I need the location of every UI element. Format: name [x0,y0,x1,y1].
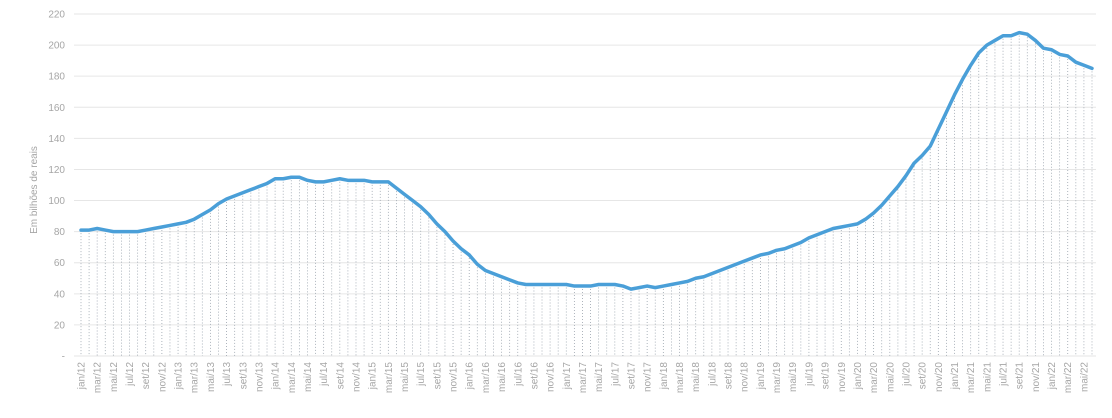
x-tick-label: jan/14 [271,362,282,391]
x-tick-label: jan/22 [1047,362,1058,391]
x-tick-label: nov/21 [1031,362,1042,392]
x-tick-label: mar/18 [675,362,686,394]
y-tick-label: 200 [48,41,65,52]
drop-lines [80,32,1093,356]
x-tick-label: set/21 [1015,362,1026,390]
x-tick-label: jan/20 [853,362,864,391]
x-tick-label: jan/17 [562,362,573,391]
x-axis-ticks: jan/12 mar/12 mai/12 jul/12 set/12 nov/12 jan/… [77,362,1091,394]
x-tick-label: jul/12 [125,362,136,387]
x-tick-label: mar/20 [869,362,880,394]
x-tick-label: mar/21 [966,362,977,394]
x-tick-label: nov/12 [157,362,168,392]
x-tick-label: nov/13 [254,362,265,392]
y-axis-label: Em bilhões de reais [29,146,40,234]
x-tick-label: nov/20 [934,362,945,392]
x-tick-label: set/18 [724,362,735,390]
x-tick-label: jul/17 [610,362,621,387]
x-tick-label: mar/22 [1063,362,1074,394]
x-tick-label: nov/15 [449,362,460,392]
x-tick-label: mar/13 [190,362,201,394]
x-tick-label: jan/18 [659,362,670,391]
x-tick-label: jul/18 [707,362,718,387]
x-tick-label: mai/15 [400,362,411,392]
y-tick-label: 20 [54,320,66,331]
x-tick-label: nov/17 [643,362,654,392]
x-tick-label: mar/14 [287,362,298,394]
y-tick-label: - [62,352,65,363]
x-tick-label: set/20 [918,362,929,390]
x-tick-label: mai/17 [594,362,605,392]
x-tick-label: mai/12 [109,362,120,392]
x-tick-label: mar/17 [578,362,589,394]
x-tick-label: set/19 [821,362,832,390]
x-tick-label: mai/20 [885,362,896,392]
grid-lines [74,13,1096,357]
y-tick-label: 80 [54,227,66,238]
x-tick-label: set/15 [432,362,443,390]
x-tick-label: set/17 [626,362,637,390]
x-tick-label: mai/14 [303,362,314,392]
series-line [79,30,1094,291]
x-tick-label: jul/14 [319,362,330,387]
x-tick-label: jan/12 [77,362,88,391]
x-tick-label: mar/16 [481,362,492,394]
x-tick-label: nov/16 [546,362,557,392]
x-tick-label: mai/22 [1079,362,1090,392]
y-tick-label: 120 [48,165,65,176]
y-tick-label: 40 [54,289,66,300]
x-tick-label: mai/18 [691,362,702,392]
y-tick-label: 100 [48,196,65,207]
x-tick-label: mar/15 [384,362,395,394]
x-tick-label: jul/20 [901,362,912,387]
y-tick-label: 180 [48,72,65,83]
x-tick-label: mai/13 [206,362,217,392]
x-tick-label: jan/16 [465,362,476,391]
x-tick-label: jul/19 [804,362,815,387]
x-tick-label: nov/14 [351,362,362,392]
x-tick-label: jan/21 [950,362,961,391]
x-tick-label: jul/15 [416,362,427,387]
x-tick-label: jul/21 [999,362,1010,387]
x-tick-label: jan/13 [174,362,185,391]
x-tick-label: set/13 [238,362,249,390]
y-axis-ticks: - 20 40 60 80 100 120 140 160 180 200 220 [48,10,65,363]
x-tick-label: jul/16 [513,362,524,387]
x-tick-label: mai/21 [982,362,993,392]
x-tick-label: mai/19 [788,362,799,392]
y-tick-label: 220 [48,10,65,21]
x-tick-label: jan/15 [368,362,379,391]
x-tick-label: nov/18 [740,362,751,392]
x-tick-label: mai/16 [497,362,508,392]
x-tick-label: nov/19 [837,362,848,392]
x-tick-label: set/12 [141,362,152,390]
x-tick-label: mar/19 [772,362,783,394]
x-tick-label: set/16 [529,362,540,390]
x-tick-label: set/14 [335,362,346,390]
y-tick-label: 140 [48,134,65,145]
x-tick-label: jan/19 [756,362,767,391]
x-tick-label: mar/12 [93,362,104,394]
y-tick-label: 60 [54,258,66,269]
y-tick-label: 160 [48,103,65,114]
x-tick-label: jul/13 [222,362,233,387]
